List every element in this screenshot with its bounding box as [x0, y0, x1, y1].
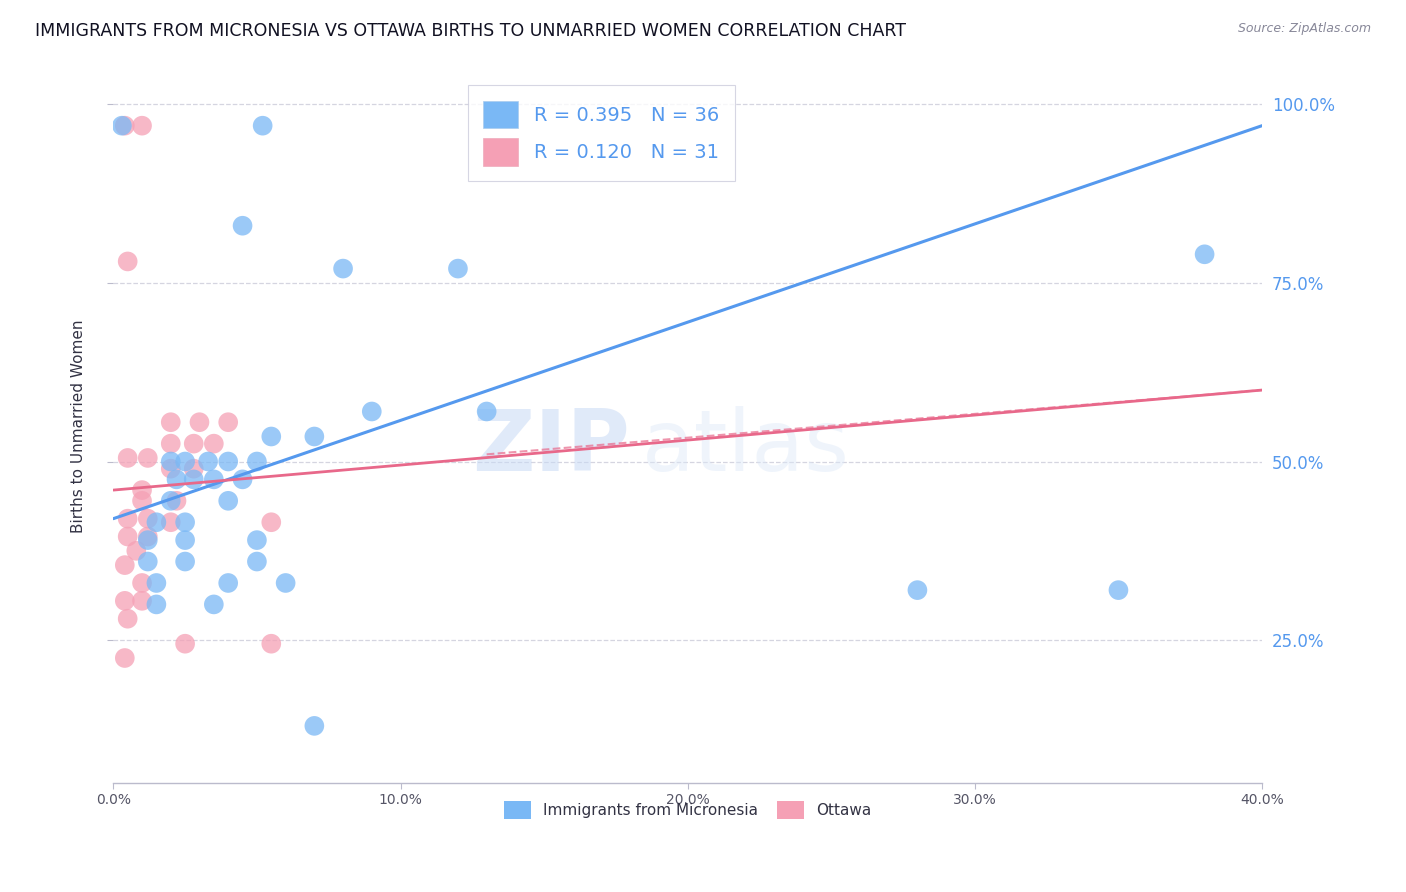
- Point: [114, 651, 136, 665]
- Point: [117, 254, 139, 268]
- Point: [136, 555, 159, 569]
- Point: [1194, 247, 1216, 261]
- Point: [117, 529, 139, 543]
- Point: [907, 583, 929, 598]
- Point: [136, 450, 159, 465]
- Text: atlas: atlas: [641, 406, 849, 489]
- Point: [117, 612, 139, 626]
- Point: [217, 415, 239, 429]
- Point: [136, 533, 159, 547]
- Point: [232, 472, 254, 486]
- Point: [260, 515, 283, 529]
- Point: [166, 472, 188, 486]
- Point: [252, 119, 274, 133]
- Point: [145, 576, 167, 591]
- Point: [111, 119, 134, 133]
- Text: IMMIGRANTS FROM MICRONESIA VS OTTAWA BIRTHS TO UNMARRIED WOMEN CORRELATION CHART: IMMIGRANTS FROM MICRONESIA VS OTTAWA BIR…: [35, 22, 905, 40]
- Point: [202, 436, 225, 450]
- Point: [174, 454, 197, 468]
- Point: [260, 429, 283, 443]
- Point: [145, 515, 167, 529]
- Point: [217, 493, 239, 508]
- Point: [1107, 583, 1129, 598]
- Point: [332, 261, 354, 276]
- Point: [183, 472, 205, 486]
- Point: [159, 461, 181, 475]
- Text: Source: ZipAtlas.com: Source: ZipAtlas.com: [1237, 22, 1371, 36]
- Point: [159, 454, 181, 468]
- Point: [217, 454, 239, 468]
- Point: [217, 576, 239, 591]
- Point: [188, 415, 211, 429]
- Point: [159, 436, 181, 450]
- Point: [159, 515, 181, 529]
- Point: [131, 483, 153, 497]
- Point: [131, 493, 153, 508]
- Point: [304, 429, 326, 443]
- Point: [145, 598, 167, 612]
- Y-axis label: Births to Unmarried Women: Births to Unmarried Women: [72, 319, 86, 533]
- Point: [131, 576, 153, 591]
- Point: [174, 515, 197, 529]
- Point: [202, 472, 225, 486]
- Point: [136, 529, 159, 543]
- Point: [114, 594, 136, 608]
- Point: [174, 555, 197, 569]
- Point: [246, 454, 269, 468]
- Point: [475, 404, 498, 418]
- Legend: Immigrants from Micronesia, Ottawa: Immigrants from Micronesia, Ottawa: [498, 795, 877, 825]
- Point: [232, 219, 254, 233]
- Point: [246, 555, 269, 569]
- Point: [246, 533, 269, 547]
- Text: ZIP: ZIP: [472, 406, 630, 489]
- Point: [174, 637, 197, 651]
- Point: [183, 436, 205, 450]
- Point: [360, 404, 382, 418]
- Point: [447, 261, 470, 276]
- Point: [136, 511, 159, 525]
- Point: [125, 544, 148, 558]
- Point: [202, 598, 225, 612]
- Point: [114, 119, 136, 133]
- Point: [197, 454, 219, 468]
- Point: [304, 719, 326, 733]
- Point: [131, 594, 153, 608]
- Point: [159, 493, 181, 508]
- Point: [114, 558, 136, 573]
- Point: [183, 461, 205, 475]
- Point: [131, 119, 153, 133]
- Point: [166, 493, 188, 508]
- Point: [159, 415, 181, 429]
- Point: [260, 637, 283, 651]
- Point: [117, 450, 139, 465]
- Point: [174, 533, 197, 547]
- Point: [117, 511, 139, 525]
- Point: [274, 576, 297, 591]
